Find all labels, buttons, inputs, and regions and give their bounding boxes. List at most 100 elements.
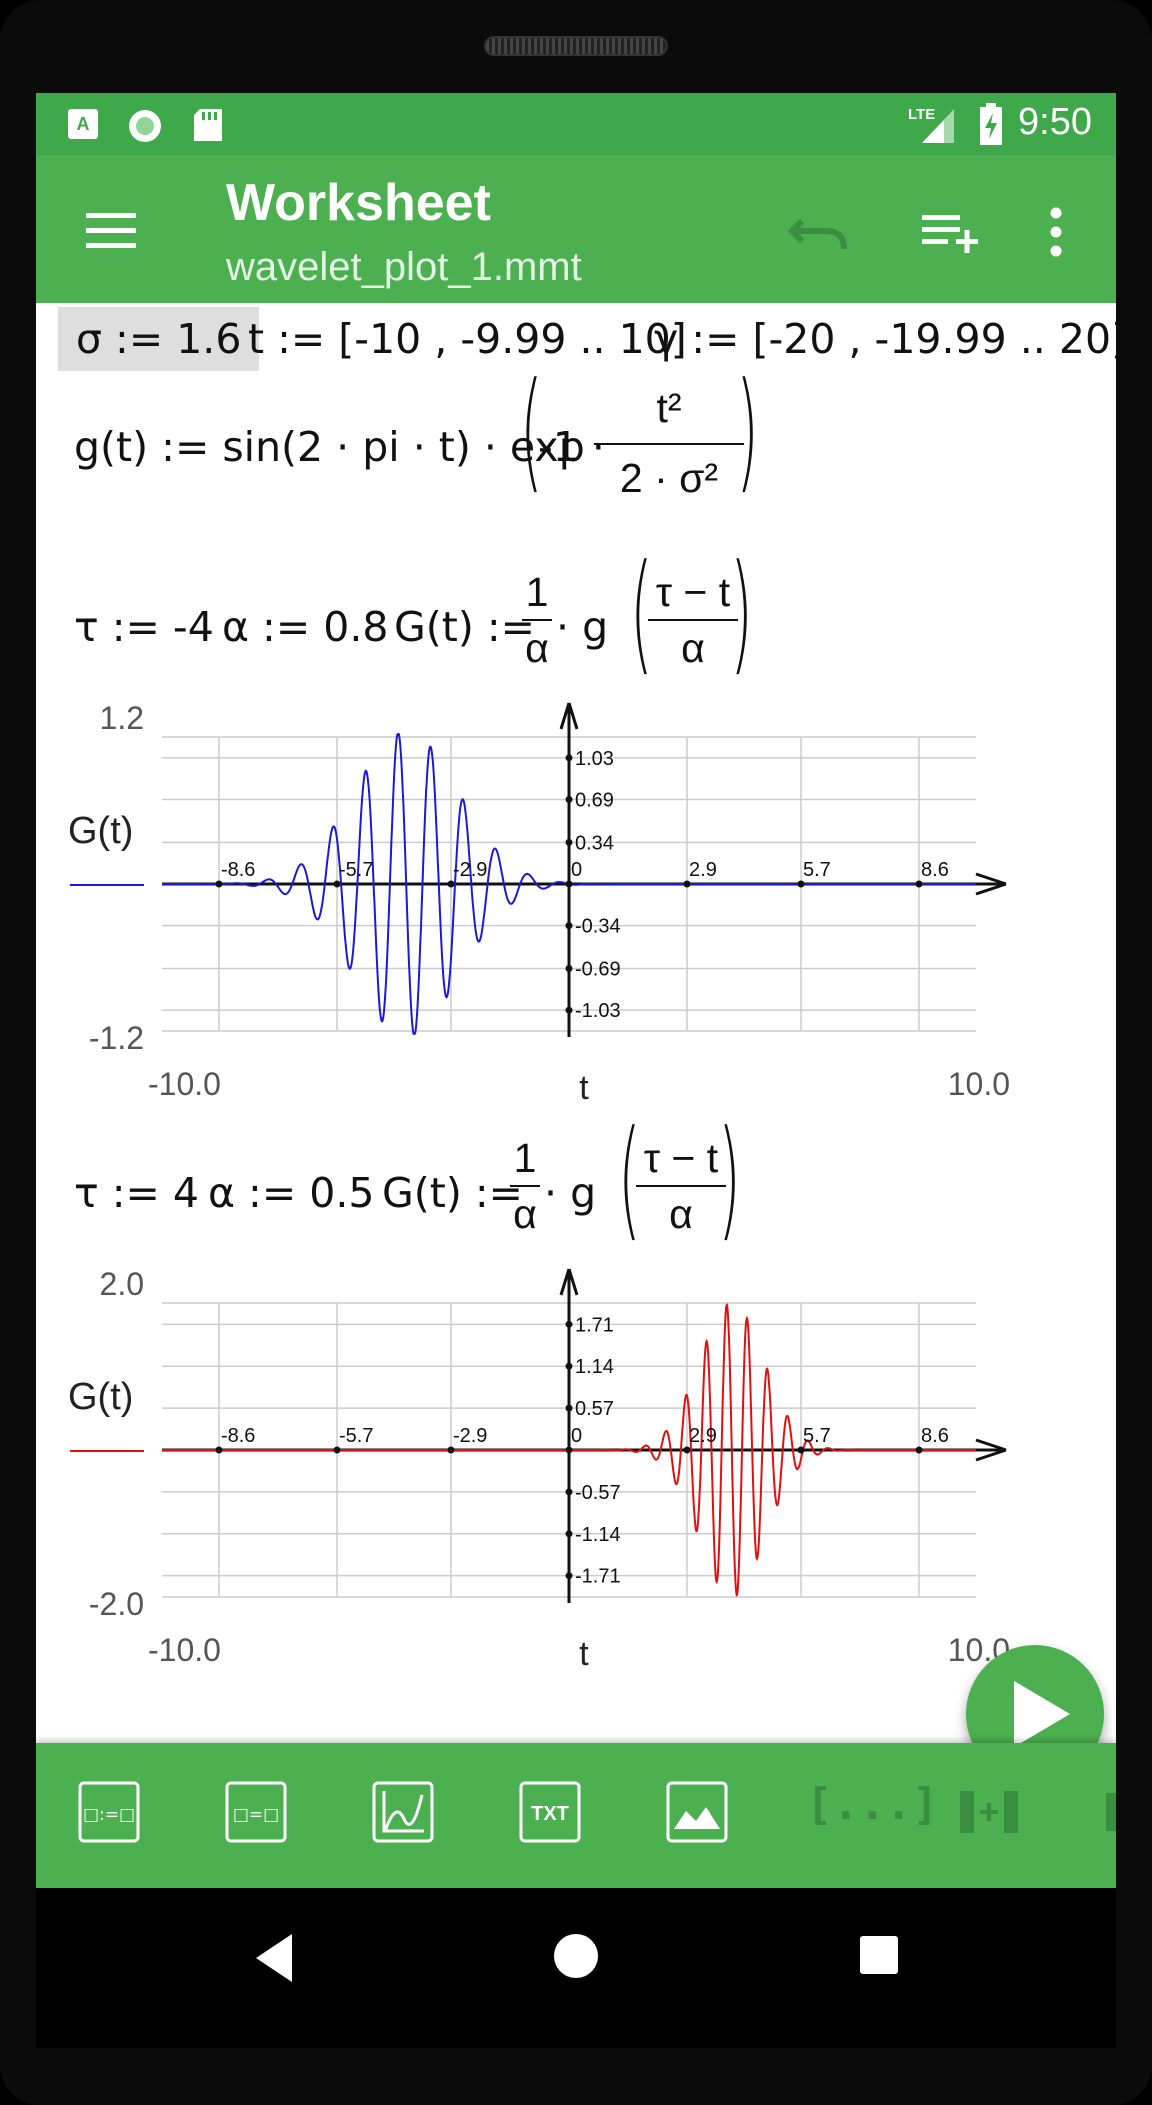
matrix-icon[interactable]: [...]	[806, 1779, 939, 1830]
x-tick-mark	[215, 1446, 223, 1454]
block1-scale-den: α	[525, 625, 549, 671]
gamma-range-definition[interactable]: γ := [-20 , -19.99 .. 20]	[654, 315, 1116, 363]
block2-open-paren: (	[618, 1102, 641, 1254]
y-min-label: -1.2	[89, 1020, 144, 1056]
x-tick-mark	[215, 880, 223, 888]
x-tick-label: -2.9	[453, 859, 487, 881]
block2-scale-num: 1	[513, 1135, 537, 1181]
file-name: wavelet_plot_1.mmt	[226, 245, 582, 289]
svg-text:□=□: □=□	[233, 1805, 279, 1825]
block1-tau: τ := -4	[74, 603, 214, 651]
sd-card-icon	[194, 109, 222, 141]
bottom-toolbar: □:=□ □=□ TXT [...]	[36, 1743, 1116, 1888]
y-tick-mark	[565, 1530, 573, 1538]
image-icon[interactable]	[666, 1781, 728, 1843]
y-axis-arrow	[559, 1268, 579, 1296]
y-tick-label: 1.14	[575, 1356, 614, 1378]
back-icon[interactable]	[250, 1930, 300, 1986]
block2-tau: τ := 4	[74, 1169, 200, 1217]
clock: 9:50	[1018, 101, 1092, 143]
plot-2[interactable]: -8.6 -5.7 -2.9 0 2.9 5.7 8.6 1.71 1.14 0.57 -0.57 -…	[36, 1265, 1116, 1685]
y-tick-mark	[565, 1488, 573, 1496]
x-tick-label: 5.7	[803, 859, 831, 881]
block2-arg-num: τ − t	[643, 1135, 719, 1181]
insert-column-icon[interactable]	[958, 1781, 1020, 1843]
sigma-definition[interactable]: σ := 1.6	[58, 307, 260, 371]
block1-g-call: · g	[556, 603, 609, 651]
y-tick-mark	[565, 838, 573, 846]
battery-charging-icon	[980, 103, 1002, 145]
undo-icon[interactable]	[788, 207, 850, 257]
y-tick-label: 0.69	[575, 789, 614, 811]
fraction-bar	[648, 619, 738, 621]
y-tick-label: 0.57	[575, 1398, 614, 1420]
y-tick-mark	[565, 754, 573, 762]
y-tick-mark	[565, 922, 573, 930]
x-axis-arrow	[975, 1438, 1007, 1462]
status-bar: A LTE 9:50	[36, 93, 1116, 155]
x-tick-mark	[565, 880, 573, 888]
x-tick-label: 8.6	[921, 859, 949, 881]
plot-1[interactable]: -8.6 -5.7 -2.9 0 2.9 5.7 8.6 1.03 0.69 0.34 -0.34 -…	[36, 699, 1116, 1119]
x-tick-mark	[333, 880, 341, 888]
y-tick-label: -0.57	[575, 1482, 621, 1504]
x-tick-label: 0	[571, 1425, 582, 1447]
x-tick-mark	[565, 1446, 573, 1454]
app-notification-icon: A	[68, 109, 98, 139]
g-neg-factor: -1 ·	[538, 423, 605, 471]
more-options-icon[interactable]	[1046, 203, 1066, 261]
x-tick-label: -2.9	[453, 1425, 487, 1447]
y-axis-label: G(t)	[68, 810, 133, 852]
x-tick-mark	[915, 880, 923, 888]
y-axis-label: G(t)	[68, 1376, 133, 1418]
plot-icon[interactable]	[372, 1781, 434, 1843]
y-max-label: 2.0	[100, 1266, 144, 1302]
add-line-icon[interactable]	[918, 205, 980, 261]
app-bar: Worksheet wavelet_plot_1.mmt	[36, 155, 1116, 303]
x-min-label: -10.0	[148, 1632, 221, 1668]
sync-circle-icon	[129, 110, 161, 142]
block1-close-paren: )	[730, 536, 753, 688]
g-exp-numerator: t²	[656, 385, 682, 431]
y-tick-label: -0.34	[575, 916, 621, 938]
x-tick-label: -8.6	[221, 1425, 255, 1447]
y-max-label: 1.2	[100, 700, 144, 736]
y-tick-label: -1.03	[575, 1000, 621, 1022]
text-icon[interactable]: TXT	[519, 1781, 581, 1843]
y-tick-label: 0.34	[575, 832, 614, 854]
g-exp-denominator: 2 · σ²	[619, 455, 719, 501]
evaluate-equation-icon[interactable]: □=□	[225, 1781, 287, 1843]
fraction-bar	[636, 1185, 726, 1187]
block1-arg-den: α	[681, 625, 705, 671]
x-tick-mark	[333, 1446, 341, 1454]
toolbar-overflow-edge	[1106, 1793, 1116, 1831]
x-tick-mark	[797, 1446, 805, 1454]
x-tick-label: 5.7	[803, 1425, 831, 1447]
x-tick-label: 2.9	[689, 859, 717, 881]
block2-scale-den: α	[513, 1191, 537, 1237]
home-icon[interactable]	[552, 1932, 600, 1980]
block2-close-paren: )	[718, 1102, 741, 1254]
fraction-bar	[522, 619, 552, 621]
define-equation-icon[interactable]: □:=□	[78, 1781, 140, 1843]
navigation-bar	[36, 1888, 1116, 2048]
x-tick-label: 2.9	[689, 1425, 717, 1447]
y-min-label: -2.0	[89, 1586, 144, 1622]
recents-icon[interactable]	[858, 1934, 900, 1976]
y-tick-mark	[565, 1362, 573, 1370]
x-tick-mark	[915, 1446, 923, 1454]
y-tick-label: -0.69	[575, 959, 621, 981]
worksheet-canvas[interactable]: σ := 1.6 t := [-10 , -9.99 .. 10] γ := […	[36, 303, 1116, 1743]
g-definition-lhs: g(t) := sin(2 · pi · t) · exp	[74, 423, 585, 471]
y-tick-label: -1.71	[575, 1566, 621, 1588]
x-tick-mark	[447, 1446, 455, 1454]
fraction-bar	[510, 1185, 540, 1187]
menu-icon[interactable]	[82, 201, 140, 259]
svg-text:A: A	[77, 114, 90, 134]
y-tick-label: -1.14	[575, 1524, 621, 1546]
t-range-definition[interactable]: t := [-10 , -9.99 .. 10]	[248, 315, 687, 363]
y-tick-mark	[565, 1404, 573, 1412]
svg-text:□:=□: □:=□	[83, 1805, 135, 1825]
x-tick-label: -8.6	[221, 859, 255, 881]
worksheet-title: Worksheet	[226, 174, 491, 232]
